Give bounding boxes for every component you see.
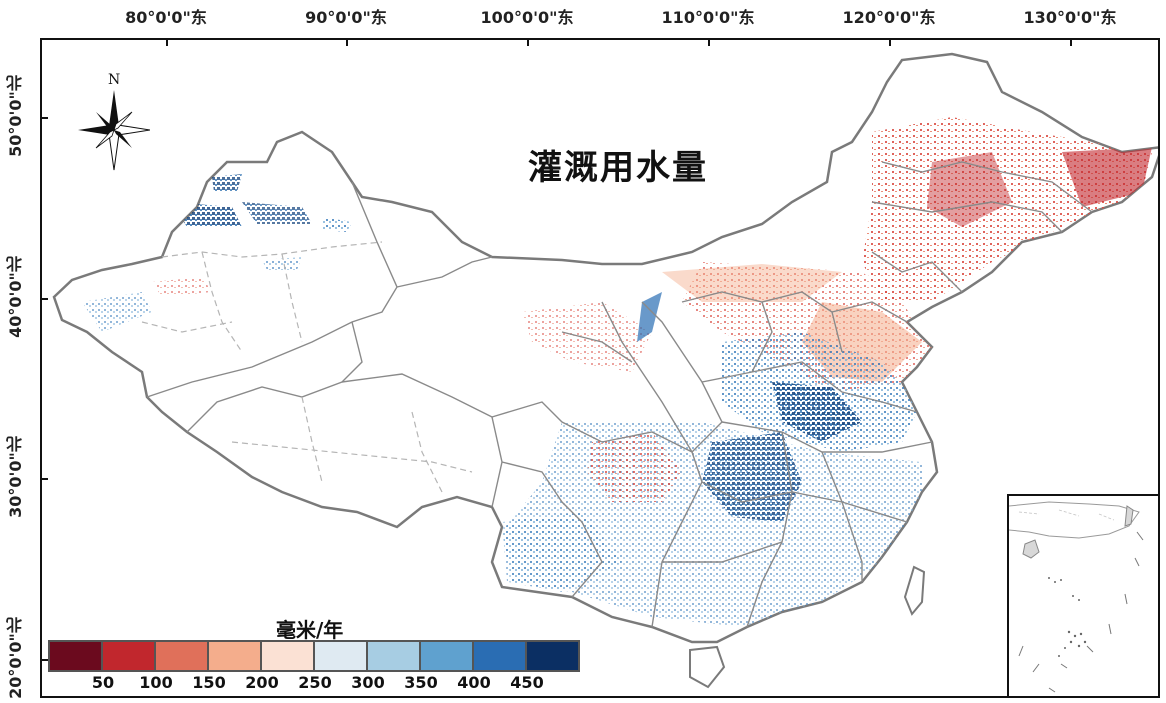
hainan-island [690, 647, 724, 687]
legend-color-bar [48, 640, 580, 672]
lon-label-100: 100°0'0"东 [481, 4, 574, 28]
legend-swatch [368, 642, 419, 670]
legend-tick-label: 50 [92, 673, 114, 692]
legend-tick-label: 300 [351, 673, 384, 692]
lon-label-90: 90°0'0"东 [305, 4, 387, 28]
legend-swatch [315, 642, 366, 670]
legend-swatch [421, 642, 472, 670]
lat-label-50: 50°0'0"北 [4, 75, 28, 157]
legend-tick-labels: 50 100 150 200 250 300 350 400 450 [48, 673, 588, 693]
north-arrow: N [78, 72, 150, 172]
legend-tick-label: 450 [510, 673, 543, 692]
compass-rose-icon [78, 88, 150, 172]
legend-tick-label: 350 [404, 673, 437, 692]
legend-tick-label: 150 [192, 673, 225, 692]
lat-label-20: 20°0'0"北 [4, 617, 28, 699]
inset-map [1009, 496, 1158, 696]
legend-swatch [262, 642, 313, 670]
taiwan-island [905, 567, 924, 614]
map-frame: N [40, 38, 1160, 698]
map-canvas [42, 40, 1158, 696]
legend-tick-label: 100 [139, 673, 172, 692]
legend-swatch [527, 642, 578, 670]
legend-tick-label: 250 [298, 673, 331, 692]
legend-title: 毫米/年 [276, 614, 343, 643]
lon-label-110: 110°0'0"东 [662, 4, 755, 28]
legend-tick-label: 200 [245, 673, 278, 692]
legend-tick-label: 400 [457, 673, 490, 692]
legend-swatch [156, 642, 207, 670]
legend-swatch [209, 642, 260, 670]
north-label: N [108, 72, 120, 88]
lat-label-40: 40°0'0"北 [4, 256, 28, 338]
lat-label-30: 30°0'0"北 [4, 436, 28, 518]
map-title: 灌溉用水量 [528, 140, 708, 189]
south-china-sea-inset [1007, 494, 1160, 698]
lon-label-130: 130°0'0"东 [1024, 4, 1117, 28]
lon-label-120: 120°0'0"东 [843, 4, 936, 28]
lon-label-80: 80°0'0"东 [125, 4, 207, 28]
legend-swatch [474, 642, 525, 670]
legend-swatch [50, 642, 101, 670]
legend-swatch [103, 642, 154, 670]
